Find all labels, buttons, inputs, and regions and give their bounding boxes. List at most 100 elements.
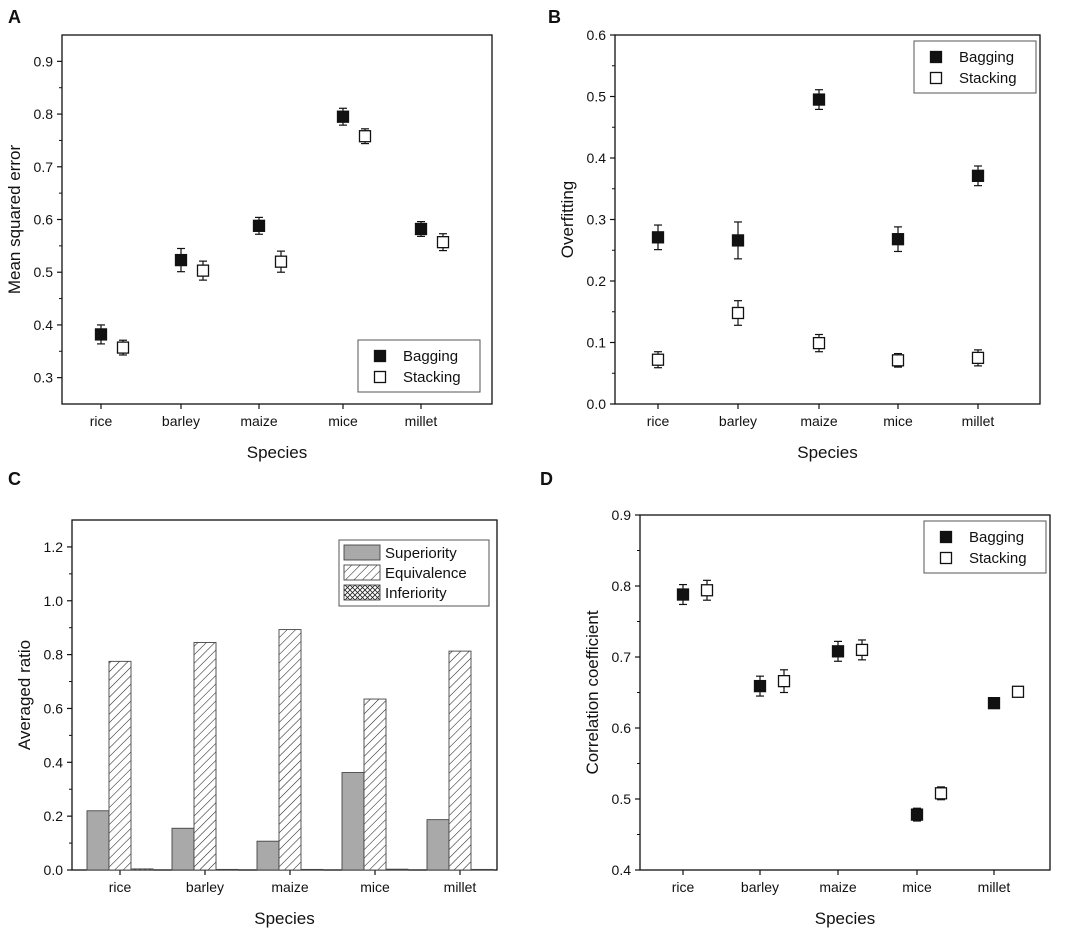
panel-d: D 0.4 0.5 0.6 0.7 0.8 0.9 rice barley maize mice mi… xyxy=(540,469,1051,928)
inferiority-bar xyxy=(215,868,239,871)
equivalence-bar xyxy=(448,650,472,871)
x-axis-label: Species xyxy=(254,909,314,928)
y-tick-label: 1.0 xyxy=(44,593,64,609)
stacking-point xyxy=(1011,685,1025,698)
x-tick-label: rice xyxy=(672,879,695,895)
y-tick-label: 0.4 xyxy=(34,317,54,333)
legend-box xyxy=(913,40,1037,94)
bagging-point xyxy=(910,808,924,821)
legend-label: Stacking xyxy=(969,550,1027,567)
bagging-point xyxy=(891,233,905,246)
bagging-point xyxy=(94,328,108,341)
y-tick-label: 0.4 xyxy=(44,754,64,770)
stacking-point xyxy=(812,336,826,350)
stacking-point xyxy=(196,264,210,277)
panel-c: C 0.0 0.2 0.4 0.6 0.8 1.0 1.2 rice barley maize mic… xyxy=(8,469,498,928)
legend-swatch xyxy=(343,564,381,581)
y-tick-label: 0.8 xyxy=(34,106,54,122)
y-tick-label: 0.6 xyxy=(612,720,632,736)
x-tick-label: millet xyxy=(405,413,438,429)
y-tick-label: 0.7 xyxy=(34,159,54,175)
inferiority-bar xyxy=(470,868,494,871)
x-tick-label: rice xyxy=(647,413,670,429)
bagging-point xyxy=(753,679,767,693)
x-tick-label: barley xyxy=(162,413,200,429)
legend-swatch xyxy=(343,584,381,601)
legend-marker xyxy=(373,370,387,384)
panel-a: A 0.3 0.4 0.5 0.6 0.7 0.8 0.9 rice barley maize mic… xyxy=(5,7,493,462)
equivalence-bar xyxy=(278,629,302,871)
panel-letter: A xyxy=(8,7,21,27)
stacking-point xyxy=(651,353,665,366)
equivalence-bar xyxy=(108,660,132,871)
x-tick-label: mice xyxy=(902,879,932,895)
x-tick-label: millet xyxy=(978,879,1011,895)
legend-marker xyxy=(373,349,387,363)
y-tick-label: 0.8 xyxy=(612,578,632,594)
superiority-bar xyxy=(426,819,450,871)
panel-letter: D xyxy=(540,469,553,489)
equivalence-bar xyxy=(363,698,387,871)
bagging-point xyxy=(651,231,665,244)
inferiority-bar xyxy=(130,868,154,871)
x-tick-label: maize xyxy=(800,413,838,429)
y-tick-label: 0.4 xyxy=(587,150,607,166)
y-tick-label: 0.9 xyxy=(34,53,54,69)
bagging-point xyxy=(812,93,826,106)
stacking-point xyxy=(436,236,450,249)
bagging-point xyxy=(731,234,745,247)
y-axis-label: Overfitting xyxy=(558,181,577,258)
x-tick-label: mice xyxy=(328,413,358,429)
stacking-point xyxy=(971,351,985,365)
bagging-point xyxy=(676,588,690,601)
x-tick-label: maize xyxy=(240,413,278,429)
bagging-point xyxy=(336,110,350,123)
stacking-point xyxy=(116,341,130,354)
legend-box xyxy=(923,520,1047,574)
y-tick-label: 0.1 xyxy=(587,335,607,351)
bagging-point xyxy=(971,169,985,182)
x-axis-label: Species xyxy=(815,909,875,928)
y-tick-label: 0.5 xyxy=(587,89,607,105)
y-tick-label: 0.8 xyxy=(44,647,64,663)
legend-label: Bagging xyxy=(959,49,1014,66)
y-tick-label: 0.3 xyxy=(34,370,54,386)
x-tick-label: barley xyxy=(741,879,779,895)
legend-marker xyxy=(929,50,943,64)
x-tick-label: mice xyxy=(360,879,390,895)
x-tick-label: barley xyxy=(719,413,757,429)
x-tick-label: maize xyxy=(271,879,309,895)
x-tick-label: barley xyxy=(186,879,224,895)
bagging-point xyxy=(414,222,428,236)
y-tick-label: 0.2 xyxy=(44,808,64,824)
y-tick-label: 0.2 xyxy=(587,273,607,289)
bagging-point xyxy=(831,645,845,658)
y-tick-label: 0.3 xyxy=(587,212,607,228)
y-tick-label: 0.6 xyxy=(587,27,607,43)
y-tick-label: 0.0 xyxy=(587,396,607,412)
x-tick-label: rice xyxy=(90,413,113,429)
legend-swatch xyxy=(343,544,381,561)
y-tick-label: 0.4 xyxy=(612,862,632,878)
panel-b: B 0.0 0.1 0.2 0.3 0.4 0.5 0.6 rice barley maize mic… xyxy=(548,7,1041,462)
inferiority-bar xyxy=(300,868,324,871)
x-tick-label: maize xyxy=(819,879,857,895)
y-axis-label: Mean squared error xyxy=(5,145,24,295)
superiority-bar xyxy=(171,827,195,871)
x-axis-label: Species xyxy=(247,443,307,462)
legend-marker xyxy=(939,551,953,565)
panel-letter: C xyxy=(8,469,21,489)
stacking-point xyxy=(700,584,714,597)
legend-label: Bagging xyxy=(969,529,1024,546)
bagging-point xyxy=(174,253,188,267)
superiority-bar xyxy=(341,772,365,871)
equivalence-bar xyxy=(193,642,217,871)
legend-label: Stacking xyxy=(959,70,1017,87)
x-tick-label: millet xyxy=(962,413,995,429)
stacking-point xyxy=(855,643,869,657)
x-tick-label: millet xyxy=(444,879,477,895)
legend-marker xyxy=(939,530,953,544)
stacking-point xyxy=(934,787,948,800)
